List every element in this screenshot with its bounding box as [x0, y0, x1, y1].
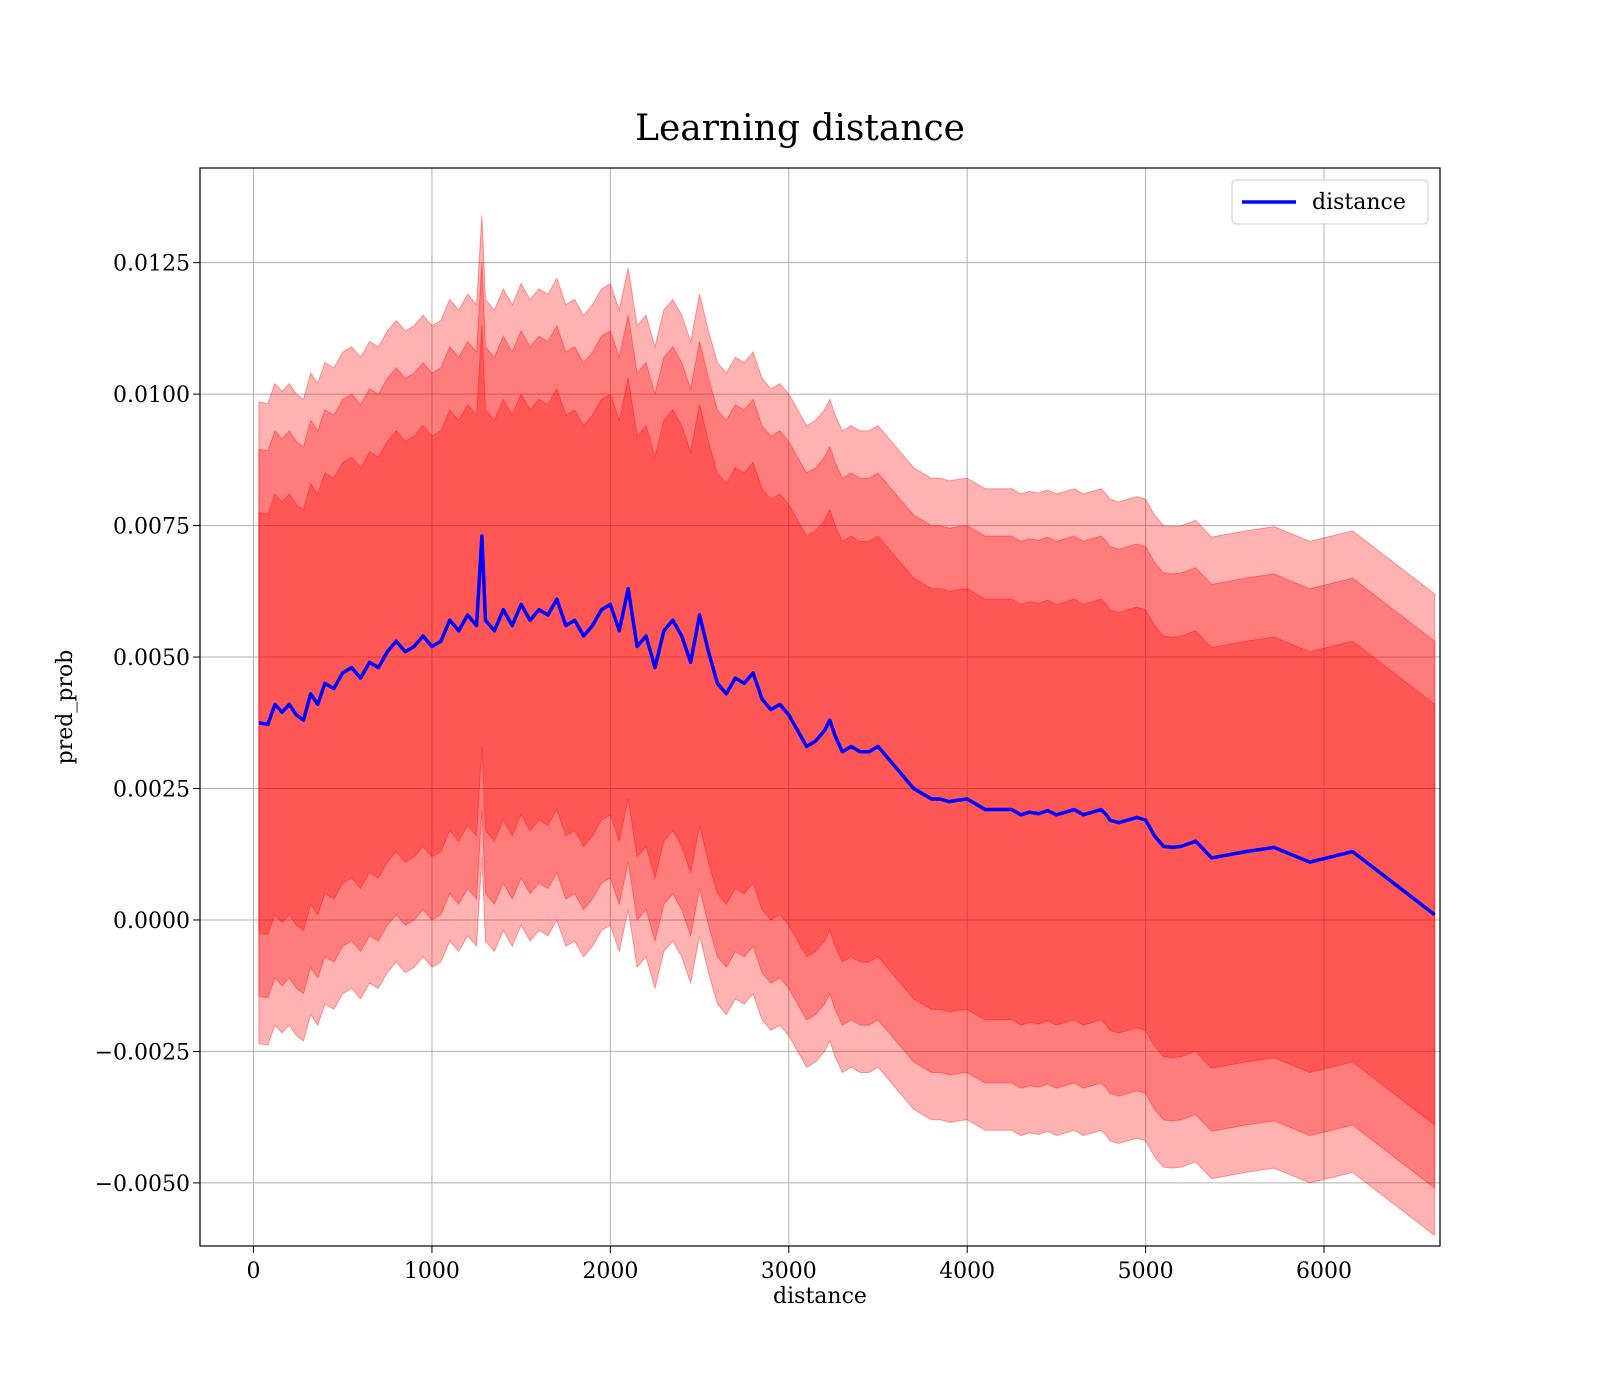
legend-box	[1231, 179, 1429, 225]
x-axis-label: distance	[773, 1284, 867, 1309]
x-tick-label: 3000	[761, 1259, 817, 1284]
x-tick-label: 2000	[582, 1259, 638, 1284]
y-axis-ticks: −0.0050 −0.0025 0.0000 0.0025 0.0050 0.0075 0.…	[95, 252, 200, 1197]
grid-lines	[200, 168, 1440, 1246]
x-tick-label: 4000	[939, 1259, 995, 1284]
chart-title: Learning distance	[635, 108, 965, 149]
y-tick-label: 0.0025	[113, 778, 190, 803]
x-tick-label: 6000	[1296, 1259, 1352, 1284]
uncertainty-band	[258, 325, 1436, 1127]
uncertainty-band	[258, 215, 1436, 1237]
series-line-distance	[258, 534, 1436, 917]
y-tick-label: 0.0000	[113, 909, 190, 934]
y-axis-label: pred_prob	[53, 650, 78, 765]
y-tick-label: 0.0100	[113, 383, 190, 408]
x-axis-ticks: 0 1000 2000 3000 4000 5000 6000	[247, 1246, 1352, 1284]
uncertainty-band	[258, 262, 1436, 1190]
y-tick-label: 0.0075	[113, 515, 190, 540]
y-tick-label: −0.0050	[95, 1172, 190, 1197]
y-tick-label: 0.0050	[113, 646, 190, 671]
x-tick-label: 1000	[404, 1259, 460, 1284]
uncertainty-bands	[258, 215, 1436, 1237]
legend: distance	[1231, 179, 1429, 225]
y-tick-label: −0.0025	[95, 1040, 190, 1065]
x-tick-label: 0	[247, 1259, 261, 1284]
x-tick-label: 5000	[1118, 1259, 1174, 1284]
y-tick-label: 0.0125	[113, 252, 190, 277]
legend-entry-distance: distance	[1312, 190, 1406, 215]
series-lines	[258, 534, 1436, 917]
plot-frame	[199, 167, 1441, 1247]
